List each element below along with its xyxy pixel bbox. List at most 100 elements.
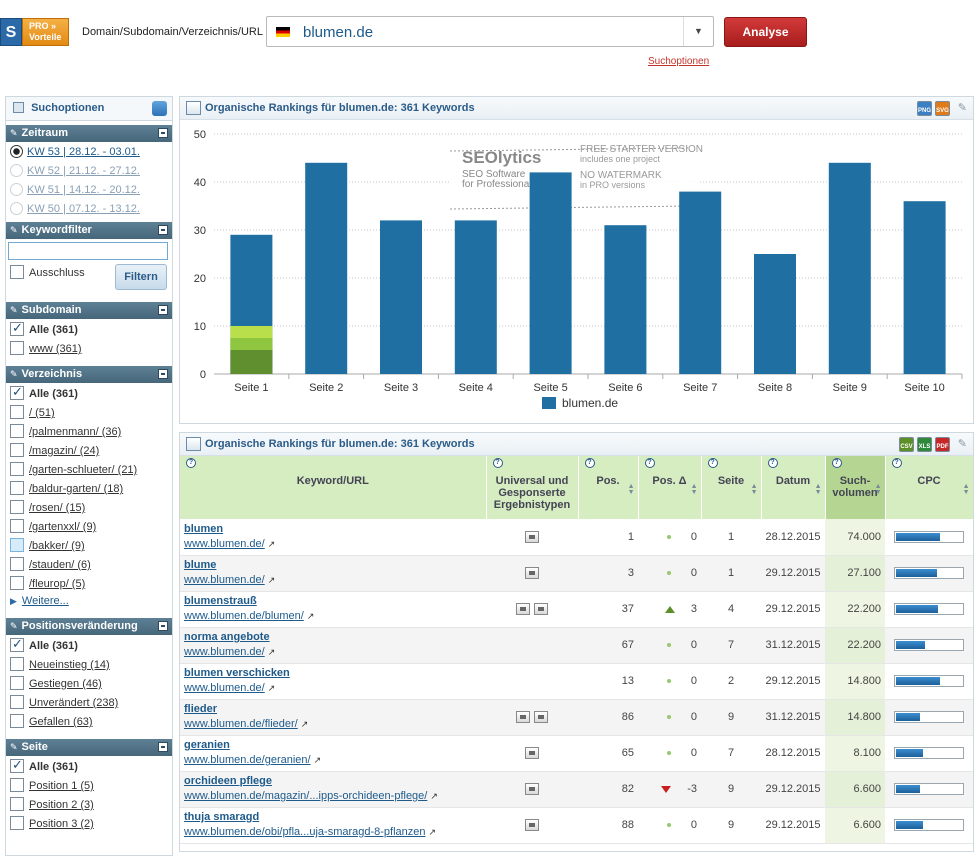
filter-option[interactable]: Alle (361) <box>6 319 172 338</box>
zeitraum-radio[interactable] <box>10 202 23 215</box>
filter-option-label[interactable]: /magazin/ (24) <box>29 445 100 457</box>
filter-option-label[interactable]: /baldur-garten/ (18) <box>29 483 124 495</box>
url-link[interactable]: www.blumen.de/ <box>184 682 265 694</box>
serp-type-icon[interactable] <box>525 567 539 580</box>
filter-option-label[interactable]: Gestiegen (46) <box>29 678 102 690</box>
help-icon[interactable]: ? <box>767 458 778 468</box>
analyse-button[interactable]: Analyse <box>724 17 807 47</box>
col-pos-delta[interactable]: ? Pos. Δ ▲ ▼ <box>638 456 702 519</box>
filter-option[interactable]: Position 1 (5) <box>6 775 172 794</box>
keyword-link[interactable]: blumenstrauß <box>184 595 257 607</box>
serp-type-icon[interactable] <box>525 530 539 543</box>
pro-vorteile-button[interactable]: PRO » Vorteile <box>22 18 69 46</box>
filter-option-label[interactable]: Position 2 (3) <box>29 799 94 811</box>
filter-checkbox[interactable] <box>10 538 24 552</box>
seite-heading[interactable]: ✎ Seite <box>6 739 172 756</box>
filter-checkbox[interactable] <box>10 557 24 571</box>
filter-option-label[interactable]: /palmenmann/ (36) <box>29 426 122 438</box>
collapse-icon[interactable] <box>158 742 168 752</box>
filter-option[interactable]: /baldur-garten/ (18) <box>6 478 172 497</box>
filter-checkbox[interactable] <box>10 778 24 792</box>
keyword-link[interactable]: flieder <box>184 703 218 715</box>
filter-option[interactable]: Unverändert (238) <box>6 692 172 711</box>
filter-option-label[interactable]: /rosen/ (15) <box>29 502 86 514</box>
filter-option[interactable]: /magazin/ (24) <box>6 440 172 459</box>
col-serp-types[interactable]: ? Universal und Gesponserte Ergebnistypen <box>486 456 579 519</box>
weitere-link[interactable]: Weitere... <box>21 595 69 607</box>
sort-icon[interactable]: ▲ ▼ <box>814 483 822 496</box>
positionsveraenderung-heading[interactable]: ✎ Positionsveränderung <box>6 618 172 635</box>
domain-search-input[interactable] <box>303 21 663 43</box>
svg-export-icon[interactable]: SVG <box>935 101 950 116</box>
filter-checkbox[interactable] <box>10 384 24 400</box>
filter-option[interactable]: /stauden/ (6) <box>6 554 172 573</box>
col-datum[interactable]: ? Datum ▲ ▼ <box>761 456 826 519</box>
filter-option[interactable]: Alle (361) <box>6 383 172 402</box>
external-link-icon[interactable]: ↗ <box>267 538 276 549</box>
filter-checkbox[interactable] <box>10 443 24 457</box>
filter-option-label[interactable]: /fleurop/ (5) <box>29 578 86 590</box>
filter-option-label[interactable]: Alle (361) <box>29 324 78 336</box>
filter-option-label[interactable]: /bakker/ (9) <box>29 540 85 552</box>
weitere-row[interactable]: ▶ Weitere... <box>6 592 172 611</box>
help-icon[interactable]: ? <box>186 458 196 468</box>
filter-option-label[interactable]: /stauden/ (6) <box>29 559 91 571</box>
help-icon[interactable]: ? <box>644 458 655 468</box>
zeitraum-radio[interactable] <box>10 164 23 177</box>
filter-checkbox[interactable] <box>10 816 24 830</box>
filter-option[interactable]: Neueinstieg (14) <box>6 654 172 673</box>
keyword-link[interactable]: blume <box>184 559 217 571</box>
col-suchvolumen[interactable]: ? Such-volumen ▲ ▼ <box>825 456 886 519</box>
sort-icon[interactable]: ▲ ▼ <box>962 483 970 496</box>
url-link[interactable]: www.blumen.de/magazin/...ipps-orchideen-… <box>184 790 428 802</box>
external-link-icon[interactable]: ↗ <box>430 791 438 801</box>
subdomain-heading[interactable]: ✎ Subdomain <box>6 302 172 319</box>
png-export-icon[interactable]: PNG <box>917 101 932 116</box>
filter-option[interactable]: /garten-schlueter/ (21) <box>6 459 172 478</box>
external-link-icon[interactable]: ↗ <box>428 827 437 837</box>
sort-icon[interactable]: ▲ ▼ <box>690 483 698 496</box>
filter-option[interactable]: Position 2 (3) <box>6 794 172 813</box>
col-pos[interactable]: ? Pos. ▲ ▼ <box>578 456 639 519</box>
filter-option[interactable]: /palmenmann/ (36) <box>6 421 172 440</box>
csv-export-icon[interactable]: CSV <box>899 437 914 452</box>
collapse-icon[interactable] <box>158 621 168 631</box>
serp-type-icon[interactable] <box>516 603 530 616</box>
url-link[interactable]: www.blumen.de/ <box>184 646 265 658</box>
filter-option-label[interactable]: /gartenxxl/ (9) <box>29 521 97 533</box>
url-link[interactable]: www.blumen.de/flieder/ <box>184 718 298 730</box>
filter-checkbox[interactable] <box>10 714 24 728</box>
serp-type-icon[interactable] <box>525 747 539 760</box>
keyword-link[interactable]: blumen verschicken <box>184 667 290 679</box>
col-keyword-url[interactable]: ? Keyword/URL <box>180 456 487 519</box>
serp-type-icon[interactable] <box>525 783 539 796</box>
serp-type-icon[interactable] <box>534 711 548 724</box>
filter-option[interactable]: / (51) <box>6 402 172 421</box>
help-icon[interactable]: ? <box>891 458 902 468</box>
filter-checkbox[interactable] <box>10 797 24 811</box>
germany-flag-icon[interactable] <box>276 27 290 37</box>
keyword-link[interactable]: blumen <box>184 522 224 535</box>
zeitraum-option[interactable]: KW 50 | 07.12. - 13.12. <box>6 199 172 218</box>
filter-option[interactable]: Gestiegen (46) <box>6 673 172 692</box>
zeitraum-option-label[interactable]: KW 53 | 28.12. - 03.01. <box>27 146 140 158</box>
zeitraum-option[interactable]: KW 52 | 21.12. - 27.12. <box>6 161 172 180</box>
url-link[interactable]: www.blumen.de/ <box>184 537 265 550</box>
filter-option[interactable]: Gefallen (63) <box>6 711 172 730</box>
keyword-link[interactable]: geranien <box>184 739 230 751</box>
filter-option-label[interactable]: Alle (361) <box>29 640 78 652</box>
filter-checkbox[interactable] <box>10 424 24 438</box>
filter-option[interactable]: /fleurop/ (5) <box>6 573 172 592</box>
filter-option[interactable]: www (361) <box>6 338 172 357</box>
filter-option[interactable]: /rosen/ (15) <box>6 497 172 516</box>
filter-checkbox[interactable] <box>10 462 24 476</box>
filter-option-label[interactable]: Unverändert (238) <box>29 697 119 709</box>
seolytics-logo[interactable]: S <box>0 18 22 46</box>
url-link[interactable]: www.blumen.de/obi/pfla...uja-smaragd-8-p… <box>184 826 426 838</box>
keyword-link[interactable]: thuja smaragd <box>184 811 260 823</box>
collapse-icon[interactable] <box>158 128 168 138</box>
external-link-icon[interactable]: ↗ <box>300 719 309 729</box>
filter-option-label[interactable]: www (361) <box>29 343 82 355</box>
filter-option[interactable]: Alle (361) <box>6 756 172 775</box>
filter-checkbox[interactable] <box>10 405 24 419</box>
